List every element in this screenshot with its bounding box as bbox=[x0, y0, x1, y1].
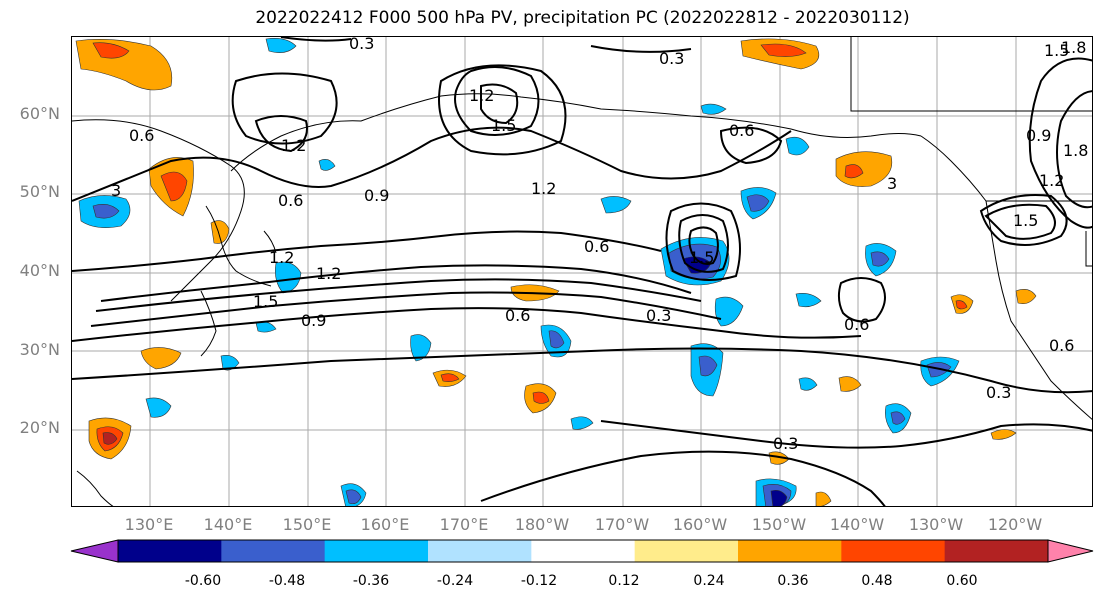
contour-label: 0.6 bbox=[1049, 336, 1074, 355]
contour-label: 0.6 bbox=[278, 191, 303, 210]
contour-label: 1.5 bbox=[1013, 211, 1038, 230]
colorbar-cell bbox=[531, 540, 636, 562]
contour-label: 1.2 bbox=[1039, 171, 1064, 190]
colorbar-tick-label: -0.60 bbox=[184, 573, 222, 589]
colorbar-tick-label: -0.24 bbox=[436, 573, 474, 589]
contour-label-group: 0.3 0.3 0.3 0.3 0.3 0.6 0.6 0.6 0.6 0.6 … bbox=[111, 37, 1088, 453]
contour-label: 0.6 bbox=[729, 121, 754, 140]
lon-label-150w: 150°W bbox=[751, 515, 807, 534]
contour-label: 0.3 bbox=[659, 49, 684, 68]
lon-label-170w: 170°W bbox=[594, 515, 650, 534]
lat-label-50n: 50°N bbox=[19, 182, 60, 201]
lon-label-130e: 130°E bbox=[124, 515, 174, 534]
contour-label: 1.2 bbox=[531, 179, 556, 198]
lat-label-60n: 60°N bbox=[19, 104, 60, 123]
contour-label: 0.3 bbox=[349, 37, 374, 53]
contour-label: 0.9 bbox=[1026, 126, 1051, 145]
lat-label-20n: 20°N bbox=[19, 418, 60, 437]
contour-label: 0.6 bbox=[505, 306, 530, 325]
colorbar-cell bbox=[221, 540, 326, 562]
colorbar-tick-label: -0.12 bbox=[520, 573, 558, 589]
colorbar-cell bbox=[738, 540, 842, 562]
colorbar-tick-label: 0.36 bbox=[777, 573, 809, 589]
pv-contours bbox=[72, 37, 1092, 506]
colorbar-tick-label: 0.24 bbox=[693, 573, 725, 589]
map-title: 2022022412 F000 500 hPa PV, precipitatio… bbox=[255, 8, 910, 28]
map-panel: 0.3 0.3 0.3 0.3 0.3 0.6 0.6 0.6 0.6 0.6 … bbox=[71, 36, 1093, 507]
graticule bbox=[72, 37, 1092, 506]
contour-label: 3 bbox=[111, 181, 121, 200]
colorbar-tick-label: -0.48 bbox=[268, 573, 306, 589]
colorbar-cell bbox=[118, 540, 222, 562]
coastlines bbox=[72, 37, 1092, 506]
colorbar bbox=[70, 539, 1094, 563]
contour-label: 1.5 bbox=[253, 292, 278, 311]
lat-label-30n: 30°N bbox=[19, 340, 60, 359]
contour-label: 3 bbox=[887, 174, 897, 193]
contour-label: 1.2 bbox=[281, 136, 306, 155]
contour-label: 1.5 bbox=[689, 248, 714, 267]
lon-label-140w: 140°W bbox=[829, 515, 885, 534]
contour-label: 0.9 bbox=[364, 186, 389, 205]
contour-label: 0.3 bbox=[773, 434, 798, 453]
contour-label: 0.3 bbox=[986, 383, 1011, 402]
contour-label: 1.2 bbox=[469, 86, 494, 105]
contour-label: 0.9 bbox=[301, 311, 326, 330]
colorbar-extend-high bbox=[1047, 539, 1094, 563]
colorbar-cell bbox=[324, 540, 429, 562]
lon-label-130w: 130°W bbox=[908, 515, 964, 534]
lon-label-150e: 150°E bbox=[282, 515, 332, 534]
lon-label-160w: 160°W bbox=[672, 515, 728, 534]
contour-label: 0.6 bbox=[584, 237, 609, 256]
colorbar-tick-label: 0.60 bbox=[946, 573, 978, 589]
contour-label: 1.8 bbox=[1063, 141, 1088, 160]
colorbar-tick-label: 0.12 bbox=[608, 573, 640, 589]
lon-label-180w: 180°W bbox=[514, 515, 570, 534]
contour-label: 1.5 bbox=[491, 116, 516, 135]
colorbar-extend-low bbox=[70, 539, 119, 563]
contour-label: 0.6 bbox=[844, 315, 869, 334]
colorbar-tick-label: 0.48 bbox=[861, 573, 893, 589]
lon-label-160e: 160°E bbox=[360, 515, 410, 534]
colorbar-cell bbox=[841, 540, 946, 562]
lat-label-40n: 40°N bbox=[19, 261, 60, 280]
map-canvas: 0.3 0.3 0.3 0.3 0.3 0.6 0.6 0.6 0.6 0.6 … bbox=[72, 37, 1092, 506]
precip-anomaly-patches bbox=[75, 38, 1037, 506]
contour-label: 0.6 bbox=[129, 126, 154, 145]
lon-label-140e: 140°E bbox=[203, 515, 253, 534]
colorbar-cell bbox=[428, 540, 532, 562]
contour-label: 1.2 bbox=[316, 264, 341, 283]
lon-label-170e: 170°E bbox=[439, 515, 489, 534]
contour-label: 1.8 bbox=[1061, 38, 1086, 57]
contour-label: 1.2 bbox=[269, 248, 294, 267]
contour-label: 1.5 bbox=[1044, 41, 1069, 60]
colorbar-tick-label: -0.36 bbox=[352, 573, 390, 589]
colorbar-cell bbox=[634, 540, 739, 562]
colorbar-cell bbox=[944, 540, 1049, 562]
contour-label: 0.3 bbox=[646, 306, 671, 325]
lon-label-120w: 120°W bbox=[987, 515, 1043, 534]
